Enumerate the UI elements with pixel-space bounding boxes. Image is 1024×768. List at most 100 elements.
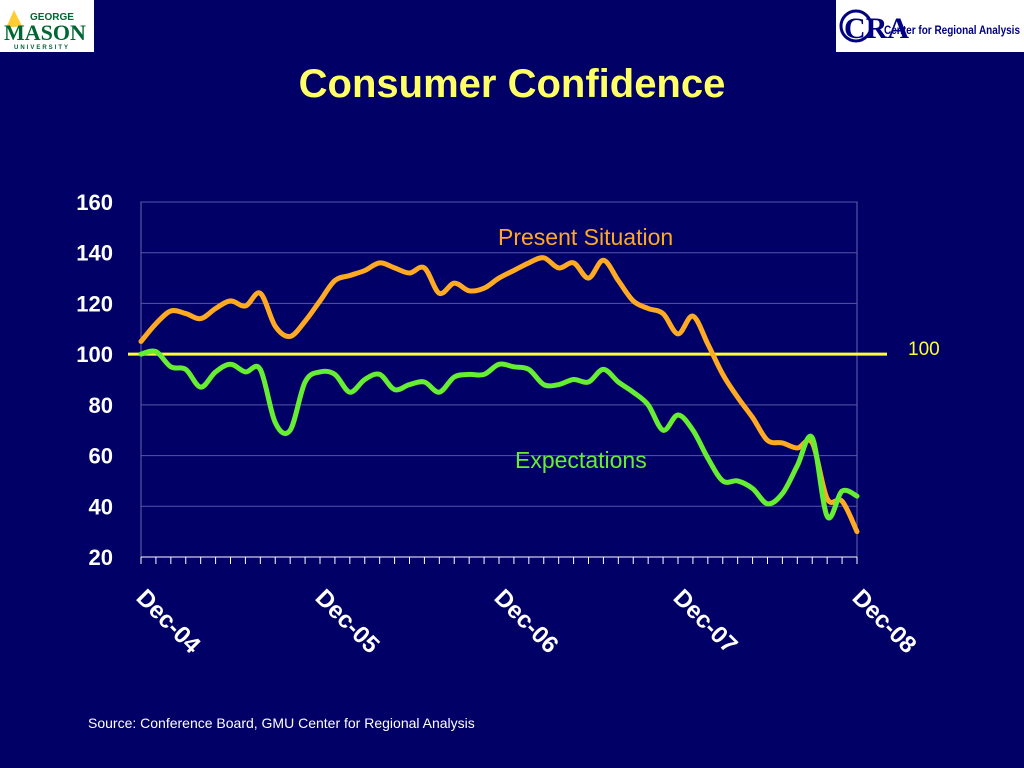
data-point-present-situation [468, 290, 470, 292]
data-point-present-situation [737, 396, 739, 398]
data-point-expectations [752, 488, 754, 490]
y-axis: 20 40 60 80 100 120 140 160 [76, 190, 113, 570]
data-point-present-situation [438, 292, 440, 294]
data-point-expectations [513, 366, 515, 368]
y-tick-label: 60 [89, 444, 113, 469]
data-point-present-situation [409, 272, 410, 274]
x-tick-label: Dec-04 [131, 584, 206, 659]
data-point-present-situation [647, 308, 649, 309]
data-point-expectations [244, 371, 246, 373]
data-point-expectations [722, 480, 724, 482]
data-point-expectations [483, 373, 485, 375]
data-point-expectations [319, 371, 321, 373]
data-point-present-situation [170, 310, 172, 312]
data-point-expectations [677, 414, 679, 416]
x-tick-label: Dec-08 [847, 584, 922, 659]
data-point-present-situation [767, 439, 768, 441]
data-point-present-situation [513, 269, 515, 271]
data-point-expectations [647, 404, 649, 406]
data-point-expectations [200, 386, 202, 388]
data-point-expectations [155, 351, 157, 353]
data-point-present-situation [304, 320, 306, 322]
data-point-present-situation [334, 280, 336, 282]
data-point-present-situation [364, 269, 366, 271]
cra-logo: CRA Center for Regional Analysis [836, 0, 1024, 52]
data-point-present-situation [230, 300, 231, 302]
data-point-expectations [274, 422, 276, 424]
data-point-expectations [453, 376, 455, 378]
data-point-expectations [856, 495, 858, 497]
data-point-present-situation [483, 287, 485, 289]
x-tick-label: Dec-06 [489, 584, 564, 659]
data-point-present-situation [155, 323, 157, 325]
data-point-present-situation [543, 257, 545, 259]
data-point-expectations [692, 429, 694, 431]
data-point-present-situation [453, 282, 455, 284]
series-line-expectations [138, 348, 860, 521]
gm-logo-line1: GEORGE [30, 12, 74, 23]
series-label-present-situation: Present Situation [498, 224, 673, 250]
data-point-expectations [349, 391, 351, 393]
series-label-expectations: Expectations [515, 447, 647, 473]
data-point-expectations [573, 379, 575, 380]
data-point-present-situation [826, 498, 828, 500]
data-point-expectations [841, 490, 843, 492]
data-point-present-situation [632, 300, 634, 302]
cra-logo-text: Center for Regional Analysis [884, 23, 1020, 37]
data-point-expectations [737, 480, 739, 482]
data-point-expectations [796, 465, 798, 467]
data-point-expectations [334, 373, 336, 375]
data-point-expectations [185, 368, 187, 370]
plot-area [140, 201, 858, 558]
data-point-present-situation [423, 267, 425, 269]
gm-leaf-icon [6, 10, 22, 28]
y-tick-label: 40 [89, 494, 113, 519]
data-point-expectations [767, 503, 768, 505]
data-point-expectations [498, 363, 500, 365]
data-point-expectations [364, 379, 366, 380]
data-point-present-situation [677, 333, 679, 335]
data-point-expectations [468, 373, 470, 375]
data-point-present-situation [215, 308, 217, 309]
data-point-present-situation [528, 262, 530, 264]
data-point-expectations [394, 389, 396, 391]
data-point-present-situation [752, 417, 754, 419]
reference-line-label: 100 [908, 339, 940, 360]
data-point-expectations [170, 366, 172, 368]
data-point-present-situation [498, 277, 500, 279]
y-tick-label: 80 [89, 393, 113, 418]
gm-logo-line2: MASON [4, 20, 86, 45]
data-point-expectations [781, 493, 783, 495]
series-line-present-situation [138, 255, 860, 535]
data-point-present-situation [244, 305, 246, 307]
data-point-expectations [289, 429, 291, 431]
y-tick-label: 20 [89, 545, 113, 570]
data-point-present-situation [289, 335, 291, 337]
data-point-present-situation [319, 300, 321, 302]
data-point-present-situation [707, 343, 709, 345]
y-tick-label: 160 [76, 190, 113, 215]
data-point-expectations [543, 384, 545, 386]
data-point-expectations [707, 457, 709, 459]
data-point-present-situation [602, 259, 604, 261]
data-point-expectations [602, 368, 604, 370]
data-point-present-situation [259, 292, 261, 294]
data-point-expectations [140, 353, 142, 355]
y-tick-label: 140 [76, 241, 113, 266]
data-point-present-situation [200, 318, 202, 320]
data-point-present-situation [662, 313, 664, 315]
data-point-expectations [558, 384, 560, 386]
data-point-present-situation [394, 267, 396, 269]
data-point-present-situation [379, 262, 381, 264]
source-note: Source: Conference Board, GMU Center for… [88, 715, 475, 731]
data-point-expectations [409, 384, 410, 386]
data-point-present-situation [274, 325, 276, 327]
data-point-present-situation [140, 340, 142, 342]
x-axis: Dec-04 Dec-05 Dec-06 Dec-07 Dec-08 [131, 556, 922, 659]
data-point-expectations [304, 381, 306, 383]
data-point-expectations [826, 515, 828, 517]
data-point-present-situation [722, 373, 724, 375]
data-point-expectations [617, 381, 619, 383]
x-tick-label: Dec-05 [310, 584, 385, 659]
